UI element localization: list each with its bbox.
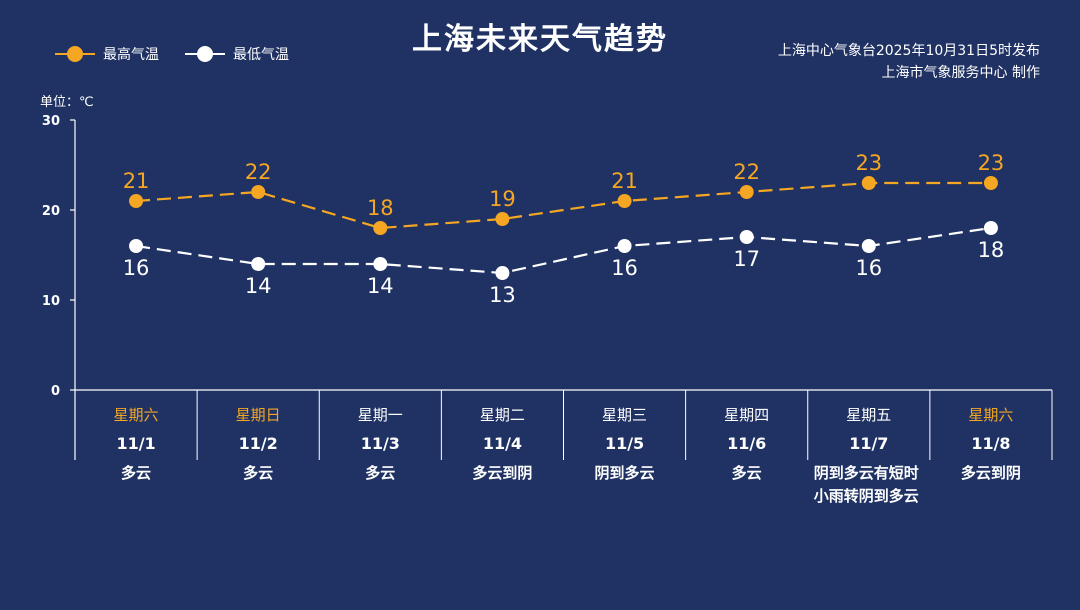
y-tick-label: 10 (42, 294, 60, 309)
low-temp-point (861, 239, 876, 253)
date-label: 11/5 (604, 434, 645, 453)
low-temp-label: 13 (489, 283, 516, 307)
weather-label: 多云 (365, 464, 396, 482)
high-temp-point (129, 194, 144, 208)
chart-title: 上海未来天气趋势 (412, 22, 668, 57)
high-temp-point (251, 185, 266, 199)
legend-label-high: 最高气温 (103, 47, 159, 63)
high-temp-point (617, 194, 632, 208)
low-temp-point (251, 257, 266, 271)
date-label: 11/1 (116, 434, 156, 453)
low-temp-label: 16 (123, 256, 150, 280)
weekday-label: 星期三 (602, 406, 648, 424)
weekday-label: 星期六 (968, 406, 1014, 424)
y-tick-label: 20 (42, 204, 60, 219)
legend: 最高气温 最低气温 (55, 44, 315, 64)
high-temp-label: 23 (855, 151, 882, 175)
weather-label: 多云到阴 (472, 464, 533, 482)
weather-label: 阴到多云 (594, 464, 655, 482)
y-tick-label: 30 (42, 114, 60, 129)
high-temp-label: 21 (123, 169, 150, 193)
low-temp-label: 14 (245, 274, 272, 298)
high-temp-label: 22 (733, 160, 760, 184)
date-label: 11/6 (727, 434, 767, 453)
source-info: 上海中心气象台2025年10月31日5时发布 上海市气象服务中心 制作 (778, 40, 1040, 84)
weather-label: 多云到阴 (960, 464, 1021, 482)
source-line-1: 上海中心气象台2025年10月31日5时发布 (777, 43, 1040, 59)
legend-item-high: 最高气温 (55, 44, 159, 64)
weekday-label: 星期二 (479, 406, 525, 424)
high-temp-point (739, 185, 754, 199)
date-label: 11/4 (482, 434, 523, 453)
weekday-label: 星期一 (357, 406, 403, 424)
low-temp-label: 16 (611, 256, 638, 280)
high-temp-point (373, 221, 388, 235)
legend-swatch-high (55, 46, 95, 62)
low-temp-point (983, 221, 998, 235)
low-temp-label: 16 (855, 256, 882, 280)
date-label: 11/8 (971, 434, 1011, 453)
high-temp-label: 19 (489, 187, 516, 211)
date-label: 11/3 (360, 434, 400, 453)
weekday-label: 星期五 (846, 406, 892, 424)
date-label: 11/2 (238, 434, 278, 453)
weekday-label: 星期四 (724, 406, 770, 424)
legend-swatch-low (185, 46, 225, 62)
low-temp-label: 17 (733, 247, 760, 271)
low-temp-point (129, 239, 144, 253)
low-temp-point (617, 239, 632, 253)
high-temp-point (861, 176, 876, 190)
weather-label: 多云 (243, 464, 274, 482)
y-tick-label: 0 (51, 384, 60, 399)
high-temp-line (135, 181, 991, 230)
low-temp-label: 18 (978, 238, 1005, 262)
high-temp-label: 23 (978, 151, 1005, 175)
low-temp-line (135, 226, 992, 275)
high-temp-point (983, 176, 998, 190)
unit-label: 单位：℃ (40, 95, 94, 110)
legend-item-low: 最低气温 (185, 44, 289, 64)
weekday-label: 星期六 (113, 406, 159, 424)
weather-label: 多云 (121, 464, 152, 482)
high-temp-label: 21 (611, 169, 638, 193)
source-line-2: 上海市气象服务中心 制作 (881, 65, 1040, 81)
low-temp-label: 14 (367, 274, 394, 298)
low-temp-point (739, 230, 754, 244)
weather-label: 多云 (731, 464, 762, 482)
date-label: 11/7 (849, 434, 889, 453)
low-temp-point (495, 266, 510, 280)
high-temp-label: 18 (367, 196, 394, 220)
legend-label-low: 最低气温 (233, 47, 289, 63)
weather-label: 阴到多云有短时小雨转阴到多云 (813, 464, 919, 505)
high-temp-point (495, 212, 510, 226)
low-temp-point (373, 257, 388, 271)
high-temp-label: 22 (245, 160, 272, 184)
weekday-label: 星期日 (235, 406, 281, 424)
